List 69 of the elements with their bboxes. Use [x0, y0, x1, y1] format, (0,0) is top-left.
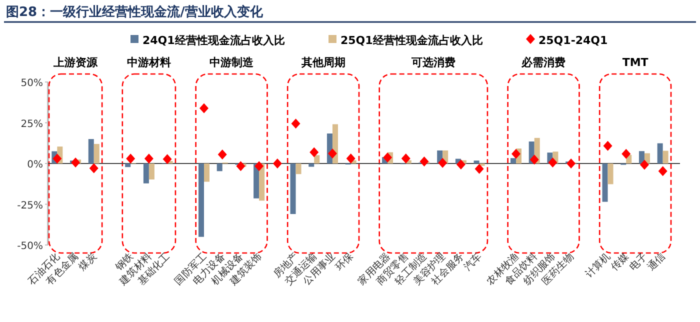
- legend-item: 25Q1经营性现金流占收入比: [328, 34, 483, 47]
- x-tick-label: 计算机: [583, 250, 613, 280]
- point: [71, 158, 80, 168]
- legend-item: 25Q1-24Q1: [526, 34, 608, 47]
- text: TMT: [622, 56, 649, 69]
- bar: [662, 150, 668, 164]
- y-tick-label: -25%: [17, 200, 43, 212]
- bar: [296, 164, 302, 174]
- text: 可选消费: [410, 56, 456, 69]
- bar: [88, 139, 94, 164]
- bar: [638, 151, 644, 164]
- text: 中游材料: [126, 56, 171, 69]
- bar: [198, 164, 204, 237]
- point: [126, 154, 136, 164]
- point: [218, 150, 227, 160]
- bar: [510, 158, 516, 164]
- legend-item: 24Q1经营性现金流占收入比: [130, 34, 285, 47]
- point: [566, 158, 576, 168]
- bar: [216, 164, 222, 172]
- point: [89, 163, 98, 174]
- point: [622, 148, 631, 159]
- point: [291, 118, 300, 129]
- point: [162, 154, 172, 164]
- y-tick-label: 50%: [20, 78, 43, 89]
- point: [200, 103, 208, 114]
- text: 其他周期: [300, 56, 346, 69]
- point: [530, 154, 539, 165]
- bar: [204, 164, 210, 182]
- chart-title: 图28：一级行业经营性现金流/营业收入变化: [6, 4, 264, 20]
- point: [144, 154, 154, 164]
- bar: [602, 164, 608, 202]
- point: [254, 161, 264, 172]
- point: [640, 160, 649, 170]
- bar: [657, 143, 663, 164]
- point: [603, 140, 612, 151]
- point: [272, 158, 282, 168]
- y-tick-label: 0%: [27, 160, 43, 170]
- point: [236, 161, 246, 172]
- x-tick-label: 环保: [334, 251, 356, 274]
- bar: [94, 144, 100, 164]
- text: 中游制造: [210, 56, 255, 69]
- point: [310, 147, 319, 158]
- point: [512, 148, 520, 159]
- point: [420, 156, 429, 167]
- point: [548, 158, 558, 168]
- text: 必需消费: [520, 56, 566, 69]
- point: [401, 153, 410, 164]
- bar: [608, 164, 614, 184]
- point: [658, 166, 668, 176]
- bar: [143, 164, 149, 184]
- bar: [308, 164, 314, 167]
- point: [52, 154, 62, 164]
- x-tick-label: 汽车: [462, 250, 484, 274]
- x-tick-label: 通信: [645, 250, 668, 274]
- text: 上游资源: [52, 56, 99, 69]
- point: [438, 158, 448, 168]
- bar: [314, 155, 320, 164]
- bar: [474, 160, 480, 164]
- bar: [148, 164, 154, 180]
- point: [456, 159, 466, 170]
- bar: [125, 164, 131, 168]
- point: [328, 148, 337, 159]
- legend-label: 25Q1-24Q1: [538, 34, 608, 47]
- y-tick-label: -50%: [17, 241, 43, 252]
- point: [383, 152, 392, 162]
- bar: [290, 164, 296, 214]
- y-tick-label: 25%: [20, 118, 43, 130]
- point: [474, 164, 484, 174]
- point: [346, 153, 356, 164]
